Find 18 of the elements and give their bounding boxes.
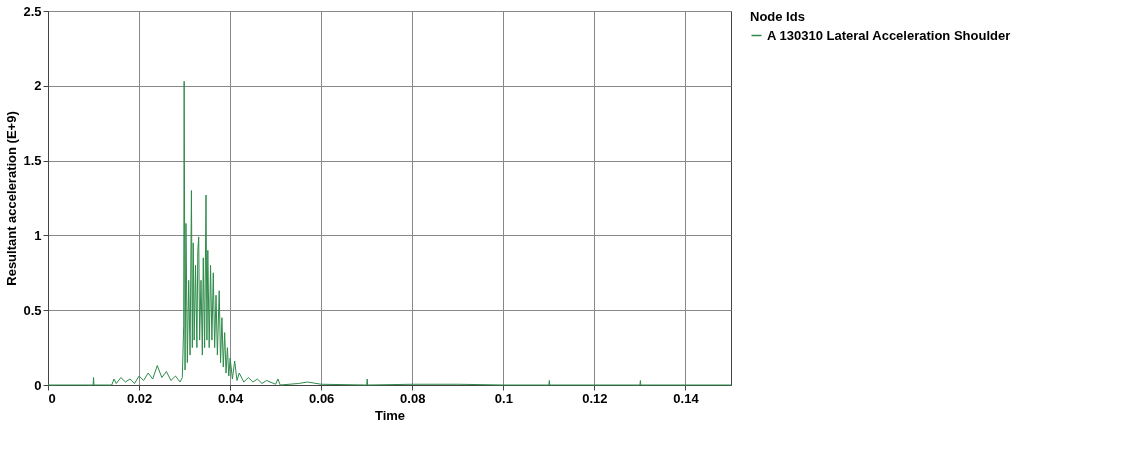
x-tick-label: 0.14: [673, 390, 700, 406]
x-tick-label: 0.06: [309, 390, 335, 406]
y-tick-label: 2: [34, 78, 42, 94]
x-axis-title: Time: [374, 407, 406, 423]
y-tick-label: 2.5: [23, 3, 42, 19]
legend-title: Node Ids: [750, 9, 805, 24]
y-tick-label: 0: [34, 377, 42, 393]
y-tick-label: 1: [34, 227, 42, 243]
x-tick-label: 0: [48, 390, 56, 406]
legend-label: A 130310 Lateral Acceleration Shoulder: [767, 27, 1011, 43]
y-tick-label: 1.5: [23, 153, 42, 169]
y-axis-title: Resultant acceleration (E+9): [4, 111, 20, 286]
x-tick-label: 0.1: [494, 390, 513, 406]
x-tick-label: 0.04: [217, 390, 245, 406]
x-tick-label: 0.08: [400, 390, 426, 406]
y-tick-label: 0.5: [23, 302, 42, 318]
x-tick-label: 0.12: [582, 390, 608, 406]
x-tick-label: 0.02: [126, 390, 153, 406]
